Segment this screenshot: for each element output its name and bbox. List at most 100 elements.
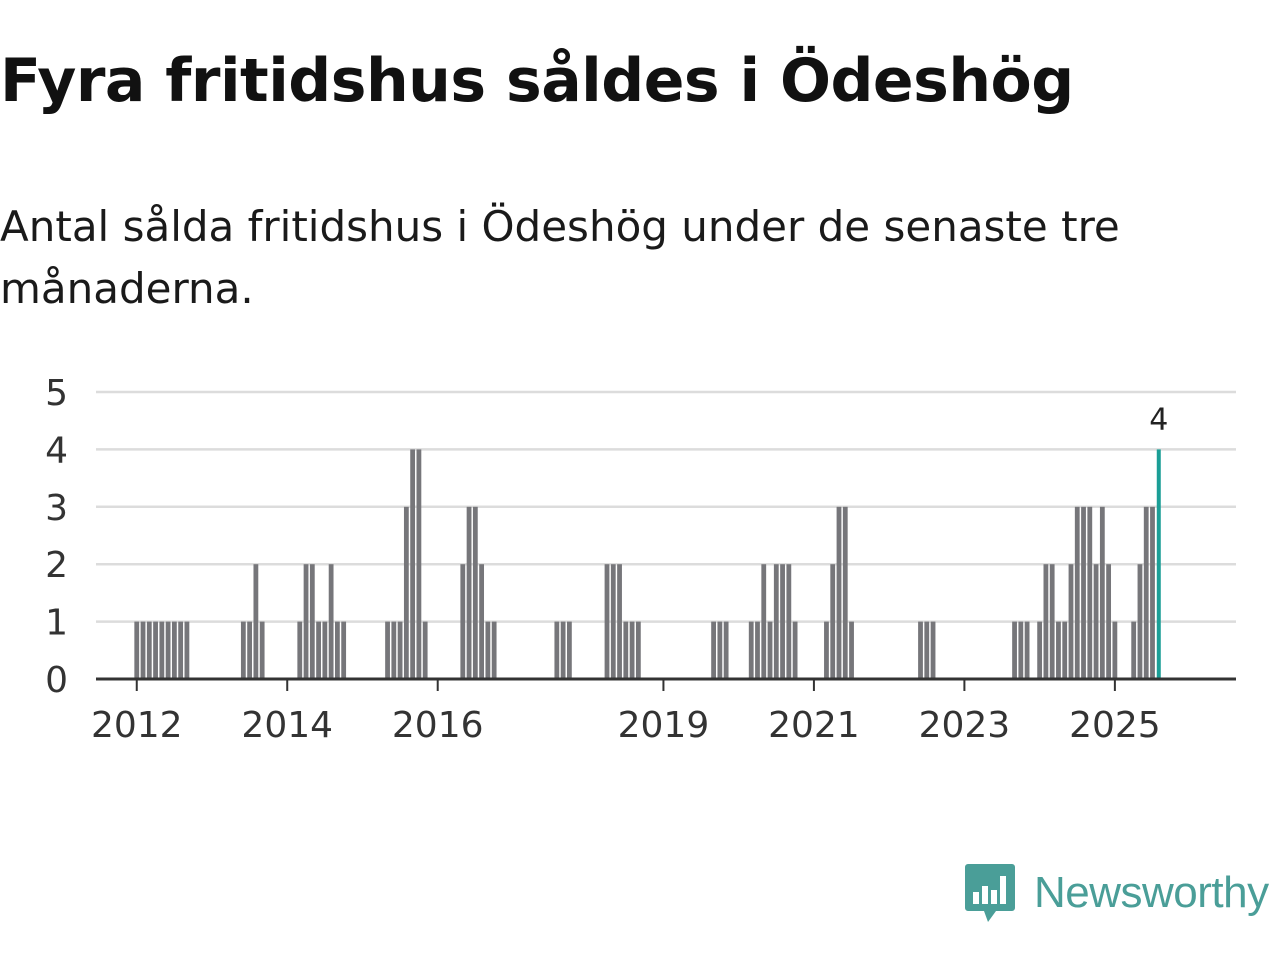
bar [184, 621, 190, 679]
x-tick-label: 2016 [392, 705, 484, 746]
bar [1087, 506, 1093, 679]
bar [303, 564, 309, 679]
newsworthy-logo-icon [965, 864, 1015, 922]
bar [1150, 506, 1155, 679]
bar [554, 621, 560, 679]
bar [849, 621, 854, 679]
bar [460, 564, 466, 679]
brand: Newsworthy [964, 862, 1269, 924]
bar [1062, 621, 1068, 679]
bar [466, 506, 472, 679]
bar [1106, 564, 1112, 679]
bar [485, 621, 491, 679]
x-tick-label: 2019 [618, 705, 710, 746]
x-tick-label: 2023 [919, 705, 1011, 746]
bar [1099, 506, 1105, 679]
bar-data-label: 4 [1149, 402, 1168, 437]
bar [761, 564, 767, 679]
bar [635, 621, 641, 679]
bar [403, 506, 409, 679]
bar [1137, 564, 1143, 679]
bar [491, 621, 497, 679]
bar [159, 621, 165, 679]
brand-name: Newsworthy [1034, 868, 1269, 917]
bar [717, 621, 723, 679]
bar [629, 621, 635, 679]
bar [824, 621, 829, 679]
y-tick-label: 3 [45, 488, 68, 529]
y-tick-label: 2 [45, 545, 68, 586]
bar [560, 621, 566, 679]
bar [623, 621, 629, 679]
y-tick-label: 1 [45, 603, 68, 644]
bar [253, 564, 259, 679]
bar [1112, 621, 1118, 679]
bar [1143, 506, 1149, 679]
chart-subtitle: Antal sålda fritidshus i Ödeshög under d… [0, 202, 1120, 313]
bar [780, 564, 785, 679]
bar [309, 564, 315, 679]
bar [924, 621, 930, 679]
bar [1043, 564, 1049, 679]
bar [297, 621, 303, 679]
bar [610, 564, 616, 679]
bar [385, 621, 390, 679]
page-title: Fyra fritidshus såldes i Ödeshög [0, 46, 1074, 116]
bar [416, 449, 422, 679]
bar [316, 621, 321, 679]
bar-highlight [1156, 449, 1161, 679]
bar [1131, 621, 1137, 679]
bar [397, 621, 403, 679]
bar [171, 621, 177, 679]
x-tick-label: 2014 [241, 705, 333, 746]
x-tick-label: 2012 [91, 705, 183, 746]
bar [767, 621, 773, 679]
y-tick-label: 5 [45, 373, 68, 414]
bar [1093, 564, 1099, 679]
y-tick-label: 0 [45, 660, 68, 701]
bar [422, 621, 428, 679]
bar [792, 621, 798, 679]
bar [566, 621, 572, 679]
bar [134, 621, 140, 679]
bar [918, 621, 923, 679]
bar [146, 621, 152, 679]
bar [930, 621, 936, 679]
bar [1049, 564, 1055, 679]
bar [1081, 506, 1086, 679]
bar [748, 621, 754, 679]
bar [842, 506, 848, 679]
bar [773, 564, 779, 679]
bar [410, 449, 416, 679]
x-tick-label: 2021 [768, 705, 860, 746]
bar [334, 621, 340, 679]
bar [391, 621, 397, 679]
bar [240, 621, 246, 679]
bar [259, 621, 265, 679]
x-tick-label: 2025 [1069, 705, 1161, 746]
bar [1037, 621, 1043, 679]
bar [1074, 506, 1080, 679]
bar [1068, 564, 1074, 679]
bar [479, 564, 485, 679]
bar [322, 621, 328, 679]
bar [1018, 621, 1024, 679]
bar [786, 564, 792, 679]
bar [1012, 621, 1017, 679]
y-tick-label: 4 [45, 430, 68, 471]
bar [178, 621, 184, 679]
bar [1024, 621, 1030, 679]
bar [140, 621, 146, 679]
bar [1056, 621, 1061, 679]
bar [165, 621, 171, 679]
bar [723, 621, 729, 679]
bar [247, 621, 253, 679]
bar [328, 564, 334, 679]
bar [341, 621, 347, 679]
bar [711, 621, 716, 679]
bar [617, 564, 622, 679]
bar-chart: 0 1 2 3 4 5 4 2012 2014 2016 2019 2021 2023 2025 [45, 373, 1236, 746]
bar [755, 621, 760, 679]
bar [836, 506, 842, 679]
bar [604, 564, 610, 679]
